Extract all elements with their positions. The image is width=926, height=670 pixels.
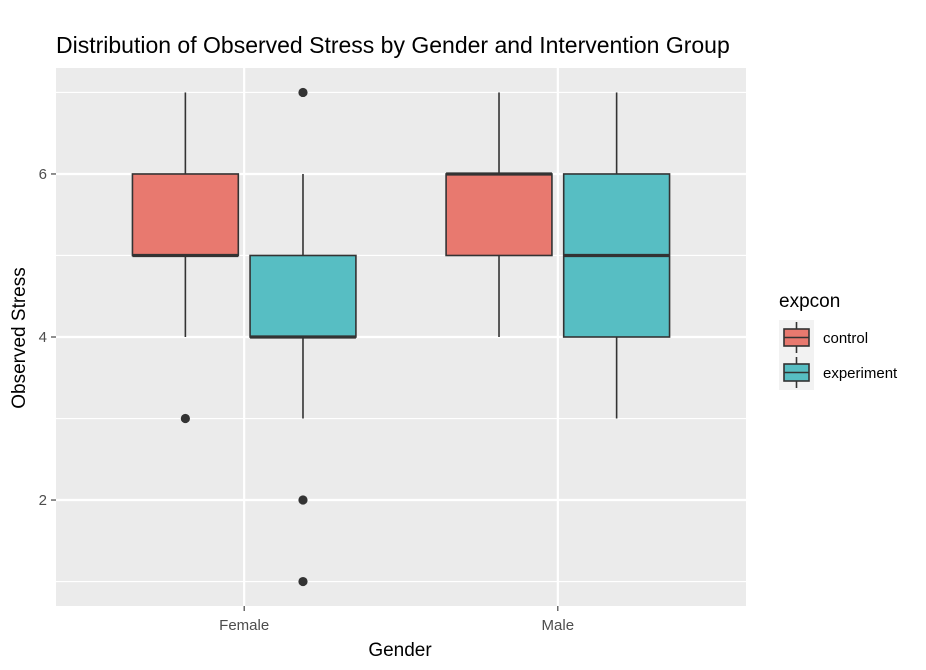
x-tick-label: Male <box>542 617 575 634</box>
legend-label-experiment: experiment <box>823 365 898 382</box>
x-axis: Female Male <box>219 606 574 634</box>
legend-key-control <box>779 320 814 355</box>
legend: expcon control experiment <box>779 291 898 390</box>
box-iqr <box>131 173 240 257</box>
chart-title: Distribution of Observed Stress by Gende… <box>56 32 730 58</box>
y-tick-label: 6 <box>39 166 47 183</box>
outlier-point <box>298 576 308 587</box>
box-experiment-female <box>249 87 357 587</box>
legend-label-control: control <box>823 330 868 347</box>
x-tick-label: Female <box>219 617 269 634</box>
outlier-point <box>298 495 308 505</box>
outlier-point <box>298 87 308 98</box>
y-tick-label: 4 <box>39 329 47 346</box>
x-axis-title: Gender <box>368 640 432 661</box>
box-control-male <box>445 92 553 337</box>
box-control-female <box>131 92 240 424</box>
y-axis-title: Observed Stress <box>9 267 30 409</box>
box-iqr <box>249 254 357 338</box>
legend-key-experiment <box>779 355 814 390</box>
box-iqr <box>445 173 553 257</box>
box-layer <box>131 87 671 587</box>
outlier-point <box>180 413 190 424</box>
y-tick-label: 2 <box>39 492 47 509</box>
legend-title: expcon <box>779 291 840 312</box>
y-axis: 2 4 6 <box>39 166 56 509</box>
box-experiment-male <box>562 92 671 419</box>
